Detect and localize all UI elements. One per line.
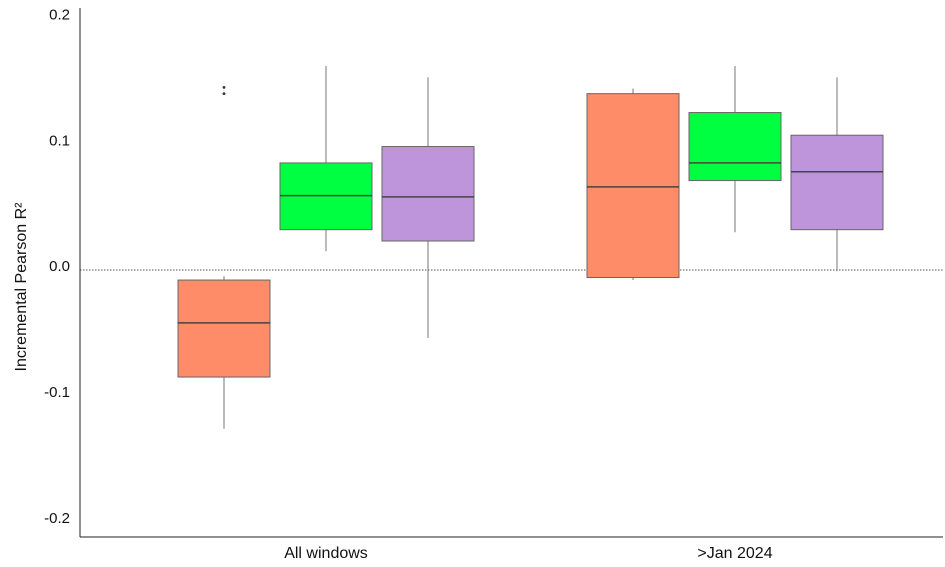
- x-category-labels: All windows >Jan 2024: [284, 545, 772, 562]
- boxes-layer: [177, 65, 884, 429]
- box-plot: [586, 88, 680, 281]
- y-axis-title: Incremental Pearson R²: [13, 202, 30, 372]
- y-tick-label: 0.2: [49, 6, 70, 23]
- box-iqr: [177, 279, 271, 378]
- x-category-label: >Jan 2024: [697, 545, 772, 562]
- outlier-point: [222, 92, 226, 96]
- box-plot: [790, 77, 884, 272]
- axes-layer: [79, 8, 943, 538]
- outlier-point: [222, 85, 226, 89]
- y-tick-label: -0.2: [44, 510, 70, 527]
- box-plot: [279, 65, 373, 252]
- box-iqr: [790, 134, 884, 231]
- box-iqr: [586, 93, 680, 279]
- box-plot: [381, 77, 475, 338]
- box-iqr: [688, 112, 782, 182]
- y-tick-label: 0.0: [49, 258, 70, 275]
- x-category-label: All windows: [284, 545, 368, 562]
- y-tick-labels: 0.2 0.1 0.0 -0.1 -0.2: [44, 6, 70, 527]
- y-tick-label: 0.1: [49, 132, 70, 149]
- box-plot: [688, 65, 782, 233]
- y-tick-label: -0.1: [44, 384, 70, 401]
- box-plot: [177, 85, 271, 429]
- box-iqr: [381, 146, 475, 242]
